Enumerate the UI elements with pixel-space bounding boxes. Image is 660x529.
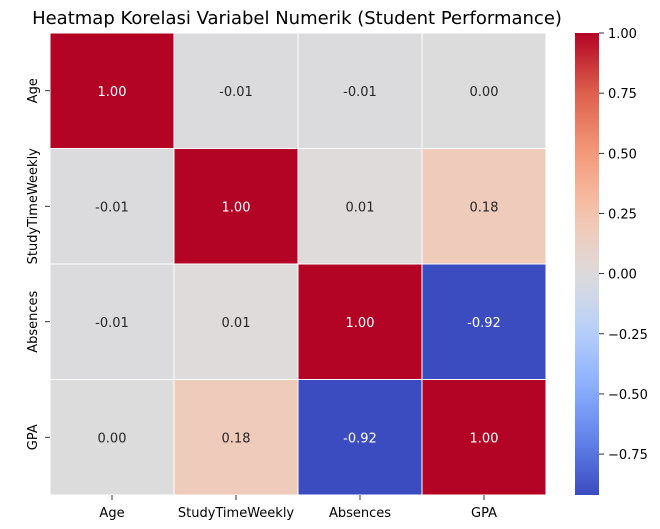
x-tick-label: StudyTimeWeekly xyxy=(178,506,295,521)
cell-value-label: 0.18 xyxy=(222,431,251,446)
x-tick-label: GPA xyxy=(471,506,497,521)
heatmap-cell xyxy=(49,148,175,265)
cell-value-label: -0.01 xyxy=(343,85,377,100)
colorbar-tick-label: −0.75 xyxy=(608,448,648,463)
cell-value-label: -0.01 xyxy=(95,316,129,331)
y-tick-label: StudyTimeWeekly xyxy=(26,148,41,265)
cell-value-label: 0.00 xyxy=(98,431,127,446)
cell-value-label: 1.00 xyxy=(222,200,251,215)
heatmap-cell xyxy=(173,32,299,149)
y-tick-label: Absences xyxy=(26,290,41,352)
cell-value-label: -0.01 xyxy=(95,200,129,215)
x-tick-label: Absences xyxy=(329,506,391,521)
y-axis-ticks: Age StudyTimeWeekly Absences GPA xyxy=(26,78,50,450)
heatmap-cell xyxy=(49,32,175,149)
x-axis-ticks: Age StudyTimeWeekly Absences GPA xyxy=(99,495,497,521)
heatmap-cell xyxy=(297,379,423,496)
cell-value-label: 1.00 xyxy=(98,85,127,100)
colorbar-ticks: −0.75 −0.50 −0.25 0.00 0.25 0.50 0.75 1.00 xyxy=(599,27,648,463)
heatmap-cell xyxy=(421,263,547,380)
colorbar-tick-label: 0.25 xyxy=(608,207,637,222)
cell-value-label: 0.18 xyxy=(470,200,499,215)
colorbar-tick-label: 0.50 xyxy=(608,147,637,162)
cell-value-label: 0.01 xyxy=(346,200,375,215)
heatmap-cell xyxy=(49,379,175,496)
y-tick-label: GPA xyxy=(26,424,41,450)
heatmap-cell xyxy=(173,263,299,380)
colorbar-tick-label: −0.25 xyxy=(608,328,648,343)
heatmap-cell xyxy=(421,148,547,265)
cell-value-label: -0.01 xyxy=(219,85,253,100)
heatmap-cells: 1.00 -0.01 -0.01 0.00 -0.01 1.00 0.01 0.18 -0.01… xyxy=(49,32,547,496)
heatmap-cell xyxy=(173,379,299,496)
chart-title: Heatmap Korelasi Variabel Numerik (Stude… xyxy=(32,8,562,29)
cell-value-label: 0.00 xyxy=(470,85,499,100)
y-tick-label: Age xyxy=(26,78,41,103)
colorbar xyxy=(575,33,599,495)
heatmap-cell xyxy=(297,32,423,149)
cell-value-label: -0.92 xyxy=(467,316,501,331)
colorbar-tick-label: 0.00 xyxy=(608,268,637,283)
cell-value-label: 1.00 xyxy=(346,316,375,331)
x-tick-label: Age xyxy=(99,506,124,521)
heatmap-cell xyxy=(421,32,547,149)
heatmap-cell xyxy=(421,379,547,496)
cell-value-label: 1.00 xyxy=(470,431,499,446)
colorbar-tick-label: 1.00 xyxy=(608,27,637,42)
cell-value-label: 0.01 xyxy=(222,316,251,331)
heatmap-cell xyxy=(173,148,299,265)
colorbar-tick-label: 0.75 xyxy=(608,87,637,102)
cell-value-label: -0.92 xyxy=(343,431,377,446)
colorbar-tick-label: −0.50 xyxy=(608,388,648,403)
